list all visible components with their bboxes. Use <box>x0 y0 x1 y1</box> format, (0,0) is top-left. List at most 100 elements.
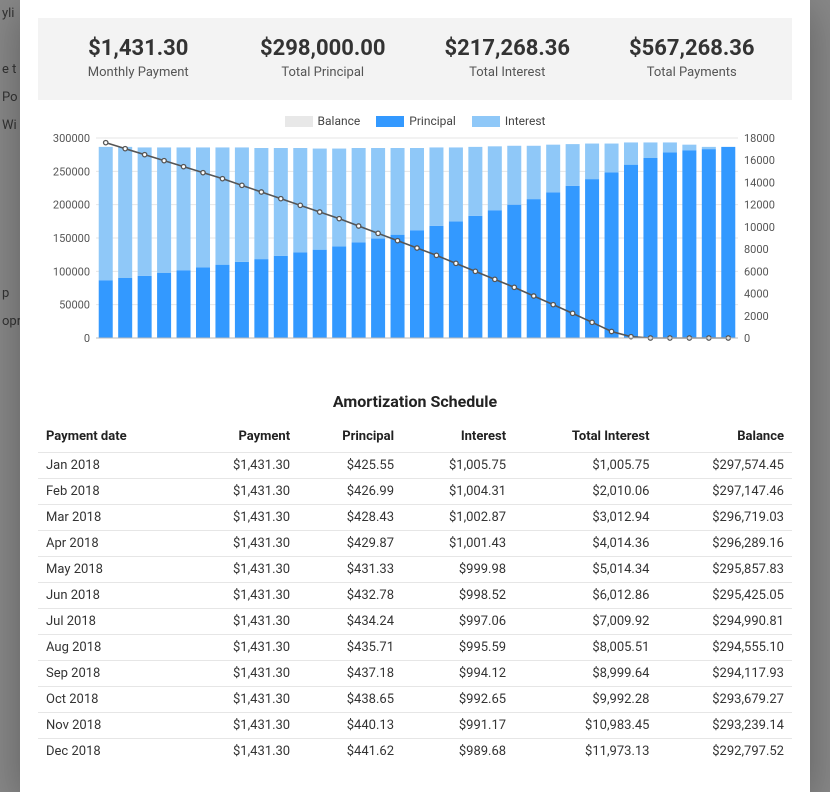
table-header-row: Payment datePaymentPrincipalInterestTota… <box>38 423 792 453</box>
table-cell: $1,431.30 <box>186 505 298 531</box>
bar-principal <box>313 250 327 338</box>
summary-label: Total Principal <box>231 65 416 80</box>
bar-interest <box>371 148 385 239</box>
table-col-2: Principal <box>298 423 402 453</box>
table-cell: $441.62 <box>298 739 402 765</box>
bar-principal <box>391 235 405 338</box>
balance-marker <box>123 146 127 150</box>
table-cell: Mar 2018 <box>38 505 186 531</box>
bar-principal <box>138 276 152 338</box>
bar-interest <box>196 147 210 267</box>
svg-text:0: 0 <box>744 332 750 345</box>
amortization-modal: $1,431.30 Monthly Payment $298,000.00 To… <box>20 0 810 792</box>
table-cell: $991.17 <box>402 713 514 739</box>
amortization-table-scroll[interactable]: Payment datePaymentPrincipalInterestTota… <box>38 423 792 792</box>
svg-text:4000: 4000 <box>744 288 769 301</box>
svg-text:14000: 14000 <box>744 176 775 189</box>
table-row: Jun 2018$1,431.30$432.78$998.52$6,012.86… <box>38 583 792 609</box>
table-cell: $434.24 <box>298 609 402 635</box>
table-cell: $9,992.28 <box>514 687 657 713</box>
bar-principal <box>429 226 443 338</box>
balance-marker <box>532 294 536 298</box>
summary-value: $1,431.30 <box>46 36 231 61</box>
bar-principal <box>118 278 132 338</box>
table-cell: $3,012.94 <box>514 505 657 531</box>
table-cell: $428.43 <box>298 505 402 531</box>
table-cell: $995.59 <box>402 635 514 661</box>
balance-marker <box>609 329 613 333</box>
bar-principal <box>527 199 541 338</box>
bar-principal <box>546 192 560 338</box>
table-cell: $297,147.46 <box>657 479 792 505</box>
table-cell: $296,289.16 <box>657 531 792 557</box>
svg-text:10000: 10000 <box>744 221 775 234</box>
balance-marker <box>220 176 224 180</box>
table-col-4: Total Interest <box>514 423 657 453</box>
chart-legend: Balance Principal Interest <box>44 114 786 128</box>
bar-interest <box>313 149 327 250</box>
table-cell: $1,004.31 <box>402 479 514 505</box>
balance-marker <box>104 140 108 144</box>
svg-text:100000: 100000 <box>53 265 90 278</box>
bar-principal <box>605 172 619 338</box>
table-cell: $296,719.03 <box>657 505 792 531</box>
bar-principal <box>235 262 249 338</box>
table-cell: $294,990.81 <box>657 609 792 635</box>
table-cell: Dec 2018 <box>38 739 186 765</box>
bar-interest <box>215 147 229 264</box>
svg-text:18000: 18000 <box>744 132 775 145</box>
bar-interest <box>118 147 132 278</box>
table-row: Oct 2018$1,431.30$438.65$992.65$9,992.28… <box>38 687 792 713</box>
balance-marker <box>201 170 205 174</box>
bar-principal <box>332 246 346 338</box>
table-cell: $8,999.64 <box>514 661 657 687</box>
bar-principal <box>643 158 657 338</box>
summary-bar: $1,431.30 Monthly Payment $298,000.00 To… <box>38 18 792 100</box>
table-row: Mar 2018$1,431.30$428.43$1,002.87$3,012.… <box>38 505 792 531</box>
table-cell: May 2018 <box>38 557 186 583</box>
table-cell: $440.13 <box>298 713 402 739</box>
table-cell: $429.87 <box>298 531 402 557</box>
table-cell: Aug 2018 <box>38 635 186 661</box>
bar-principal <box>682 150 696 338</box>
summary-value: $217,268.36 <box>415 36 600 61</box>
summary-label: Total Payments <box>600 65 785 80</box>
table-cell: $10,983.45 <box>514 713 657 739</box>
table-cell: $11,973.13 <box>514 739 657 765</box>
table-cell: $1,005.75 <box>514 453 657 479</box>
balance-marker <box>181 164 185 168</box>
table-cell: $437.18 <box>298 661 402 687</box>
table-cell: $435.71 <box>298 635 402 661</box>
balance-marker <box>337 216 341 220</box>
balance-marker <box>279 196 283 200</box>
svg-text:6000: 6000 <box>744 265 769 278</box>
table-cell: $998.52 <box>402 583 514 609</box>
table-cell: Jul 2018 <box>38 609 186 635</box>
balance-marker <box>240 183 244 187</box>
table-cell: Sep 2018 <box>38 661 186 687</box>
table-body: Jan 2018$1,431.30$425.55$1,005.75$1,005.… <box>38 453 792 765</box>
bar-interest <box>293 148 307 252</box>
table-cell: $1,431.30 <box>186 713 298 739</box>
table-row: Apr 2018$1,431.30$429.87$1,001.43$4,014.… <box>38 531 792 557</box>
bar-principal <box>99 280 113 338</box>
bar-principal <box>177 270 191 338</box>
table-cell: $432.78 <box>298 583 402 609</box>
table-cell: $1,431.30 <box>186 635 298 661</box>
table-cell: $1,002.87 <box>402 505 514 531</box>
balance-marker <box>298 203 302 207</box>
summary-item-3: $567,268.36 Total Payments <box>600 36 785 80</box>
bar-principal <box>721 147 735 338</box>
legend-item: Principal <box>376 114 456 128</box>
svg-text:12000: 12000 <box>744 199 775 212</box>
table-cell: $1,431.30 <box>186 687 298 713</box>
summary-label: Monthly Payment <box>46 65 231 80</box>
table-row: May 2018$1,431.30$431.33$999.98$5,014.34… <box>38 557 792 583</box>
chart-canvas: 0500001000001500002000002500003000000200… <box>44 132 786 356</box>
table-cell: Oct 2018 <box>38 687 186 713</box>
balance-marker <box>318 210 322 214</box>
balance-marker <box>142 152 146 156</box>
table-cell: $293,679.27 <box>657 687 792 713</box>
bar-interest <box>507 146 521 205</box>
balance-marker <box>395 238 399 242</box>
